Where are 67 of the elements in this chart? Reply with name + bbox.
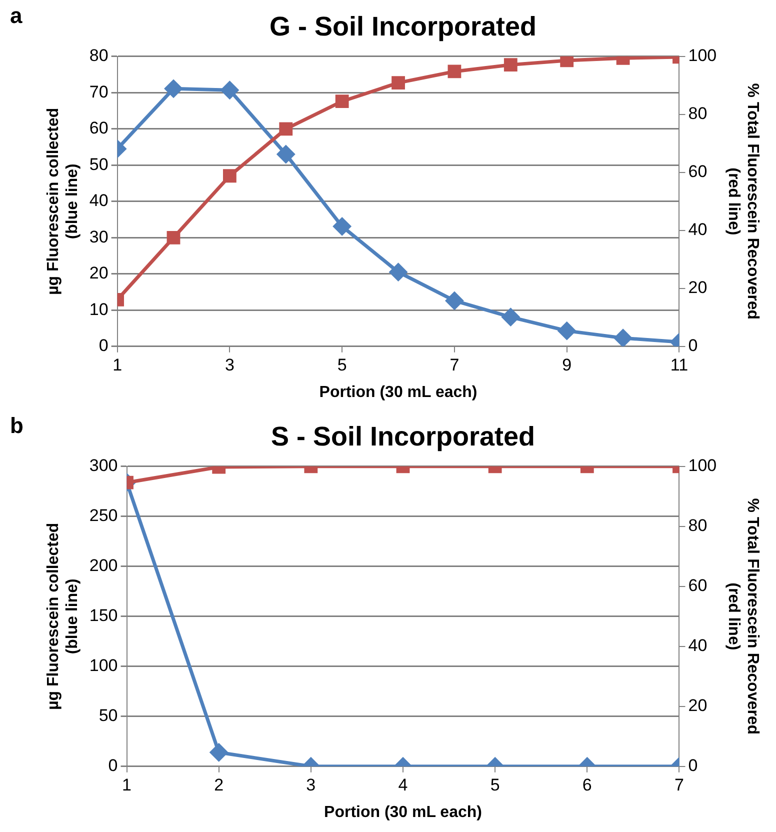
point [502, 308, 520, 326]
point [279, 122, 293, 136]
y-tick-label: 70 [89, 82, 108, 102]
y-tick-label: 200 [89, 556, 118, 576]
y2-tick-label: 40 [688, 220, 708, 240]
x-tick-label: 1 [122, 775, 132, 794]
x-tick-label: 11 [670, 355, 688, 374]
point [166, 230, 180, 244]
y2-axis-title: % Total Fluorescein Recovered (red line) [724, 498, 761, 735]
y-tick-label: 50 [89, 154, 108, 174]
y2-tick-label: 0 [688, 336, 698, 356]
y2-tick-label: 0 [688, 756, 698, 776]
x-tick-label: 9 [562, 355, 572, 374]
x-tick-label: 7 [674, 775, 684, 794]
y-tick-label: 20 [89, 264, 108, 283]
y-tick-label: 150 [89, 606, 118, 626]
y-tick-label: 100 [89, 656, 118, 676]
x-tick-label: 3 [224, 355, 234, 374]
y-tick-label: 80 [89, 46, 108, 66]
y-axis-title: µg Fluorescein collected (blue line) [45, 108, 82, 295]
point [504, 58, 518, 72]
x-tick-label: 1 [112, 355, 122, 374]
point [614, 329, 632, 346]
point [164, 80, 182, 98]
chart-title: G - Soil Incorporated [269, 12, 537, 42]
point [448, 64, 462, 78]
point [558, 322, 576, 340]
y-tick-label: 40 [89, 191, 108, 210]
y2-tick-label: 100 [688, 46, 717, 66]
x-axis-title: Portion (30 mL each) [324, 804, 482, 821]
y-tick-label: 50 [98, 706, 118, 726]
y2-tick-label: 60 [688, 162, 708, 182]
text: a [10, 3, 23, 28]
y2-tick-label: 80 [688, 104, 708, 124]
y2-tick-label: 20 [688, 696, 708, 716]
x-tick-label: 5 [490, 775, 500, 794]
y2-tick-label: 80 [688, 516, 708, 536]
y2-tick-label: 20 [688, 278, 708, 298]
x-tick-label: 5 [337, 355, 347, 374]
y-tick-label: 60 [89, 118, 108, 138]
point [222, 169, 236, 183]
x-axis-title: Portion (30 mL each) [319, 384, 478, 401]
x-tick-label: 2 [214, 775, 224, 794]
point [392, 76, 405, 90]
point [220, 81, 238, 99]
x-tick-label: 7 [450, 355, 460, 374]
y-tick-label: 30 [89, 227, 108, 246]
point [333, 218, 351, 236]
x-tick-label: 3 [306, 775, 316, 794]
y-tick-label: 0 [108, 756, 118, 776]
y2-axis-title: % Total Fluorescein Recovered (red line) [724, 83, 761, 320]
y-tick-label: 250 [89, 506, 118, 526]
y-tick-label: 300 [89, 456, 118, 476]
point [446, 292, 464, 310]
y-tick-label: 0 [98, 336, 108, 356]
x-tick-label: 6 [582, 775, 592, 794]
y2-tick-label: 40 [688, 636, 708, 656]
x-tick-label: 4 [398, 775, 408, 794]
text: b [10, 413, 24, 438]
y-tick-label: 10 [89, 300, 108, 319]
y-axis-title: µg Fluorescein collected (blue line) [45, 522, 82, 710]
y2-tick-label: 100 [688, 456, 717, 476]
point [390, 263, 408, 281]
point [335, 94, 349, 108]
y2-tick-label: 60 [688, 576, 708, 596]
chart-title: S - Soil Incorporated [270, 422, 536, 452]
point [277, 146, 295, 164]
